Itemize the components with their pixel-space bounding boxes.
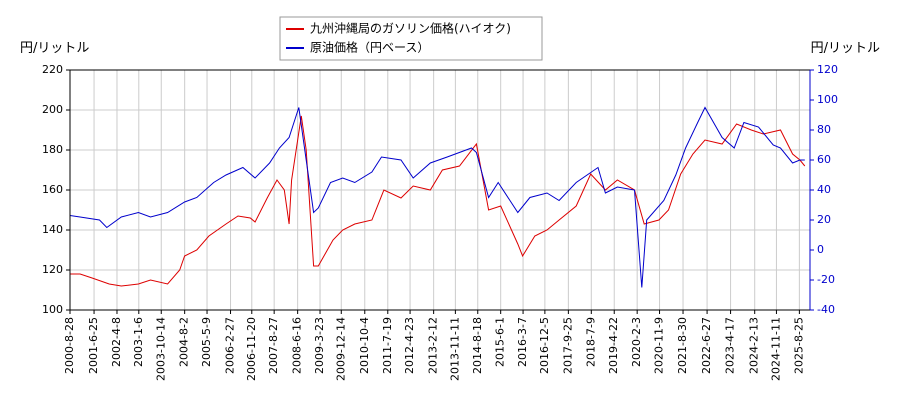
- x-tick-label: 2011-7-19: [381, 317, 394, 374]
- y2-tick-label: 20: [817, 213, 831, 226]
- y-tick-label: 200: [42, 103, 63, 116]
- y-tick-label: 160: [42, 183, 63, 196]
- y-tick-label: 120: [42, 263, 63, 276]
- legend-label: 九州沖縄局のガソリン価格(ハイオク): [310, 21, 511, 36]
- x-tick-label: 2001-6-25: [87, 317, 100, 374]
- y2-tick-label: 60: [817, 153, 831, 166]
- x-tick-label: 2006-11-20: [245, 317, 258, 381]
- x-tick-label: 2020-11-9: [653, 317, 666, 374]
- x-tick-label: 2025-8-25: [792, 317, 805, 374]
- x-tick-label: 2009-3-23: [313, 317, 326, 374]
- y-tick-label: 140: [42, 223, 63, 236]
- x-tick-label: 2005-5-9: [200, 317, 213, 367]
- x-tick-label: 2014-8-18: [471, 317, 484, 374]
- y2-axis-label: 円/リットル: [811, 41, 880, 56]
- x-tick-label: 2003-1-6: [132, 317, 145, 367]
- y2-tick-label: 120: [817, 63, 838, 76]
- x-tick-label: 2007-8-27: [267, 317, 280, 374]
- x-tick-label: 2017-9-25: [561, 317, 574, 374]
- x-tick-label: 2004-8-2: [178, 317, 191, 367]
- legend-box: [279, 16, 543, 61]
- y2-tick-label: 40: [817, 183, 831, 196]
- x-tick-label: 2021-8-30: [676, 317, 689, 374]
- x-tick-label: 2020-2-3: [630, 317, 643, 367]
- x-tick-label: 2010-10-4: [358, 317, 371, 374]
- x-tick-label: 2013-2-12: [427, 317, 440, 374]
- x-tick-label: 2016-3-7: [516, 317, 529, 367]
- legend-label: 原油価格（円ベース）: [310, 40, 429, 55]
- x-tick-label: 2016-12-5: [538, 317, 551, 374]
- y2-tick-label: 80: [817, 123, 831, 136]
- x-tick-label: 2003-10-14: [154, 317, 167, 381]
- y2-tick-label: 0: [817, 243, 824, 256]
- y2-tick-label: -40: [817, 303, 835, 316]
- x-tick-label: 2008-6-16: [291, 317, 304, 374]
- x-tick-label: 2024-2-13: [748, 317, 761, 374]
- x-tick-label: 2018-7-9: [584, 317, 597, 367]
- x-tick-label: 2009-12-14: [334, 317, 347, 381]
- y-tick-label: 220: [42, 63, 63, 76]
- x-tick-label: 2019-4-22: [607, 317, 620, 374]
- x-tick-label: 2015-6-1: [494, 317, 507, 367]
- y2-tick-label: -20: [817, 273, 835, 286]
- y-tick-label: 100: [42, 303, 63, 316]
- y-tick-label: 180: [42, 143, 63, 156]
- x-tick-label: 2002-4-8: [110, 317, 123, 367]
- x-tick-label: 2000-8-28: [63, 317, 76, 374]
- x-tick-label: 2012-4-23: [403, 317, 416, 374]
- y-axis-label: 円/リットル: [20, 41, 89, 56]
- x-tick-label: 2024-11-11: [769, 317, 782, 381]
- data-line: [70, 115, 806, 287]
- data-line: [69, 106, 805, 288]
- x-tick-label: 2023-4-17: [724, 317, 737, 374]
- y2-tick-label: 100: [817, 93, 838, 106]
- x-tick-label: 2022-6-27: [700, 317, 713, 374]
- x-tick-label: 2013-11-11: [448, 317, 461, 381]
- x-tick-label: 2006-2-27: [224, 317, 237, 374]
